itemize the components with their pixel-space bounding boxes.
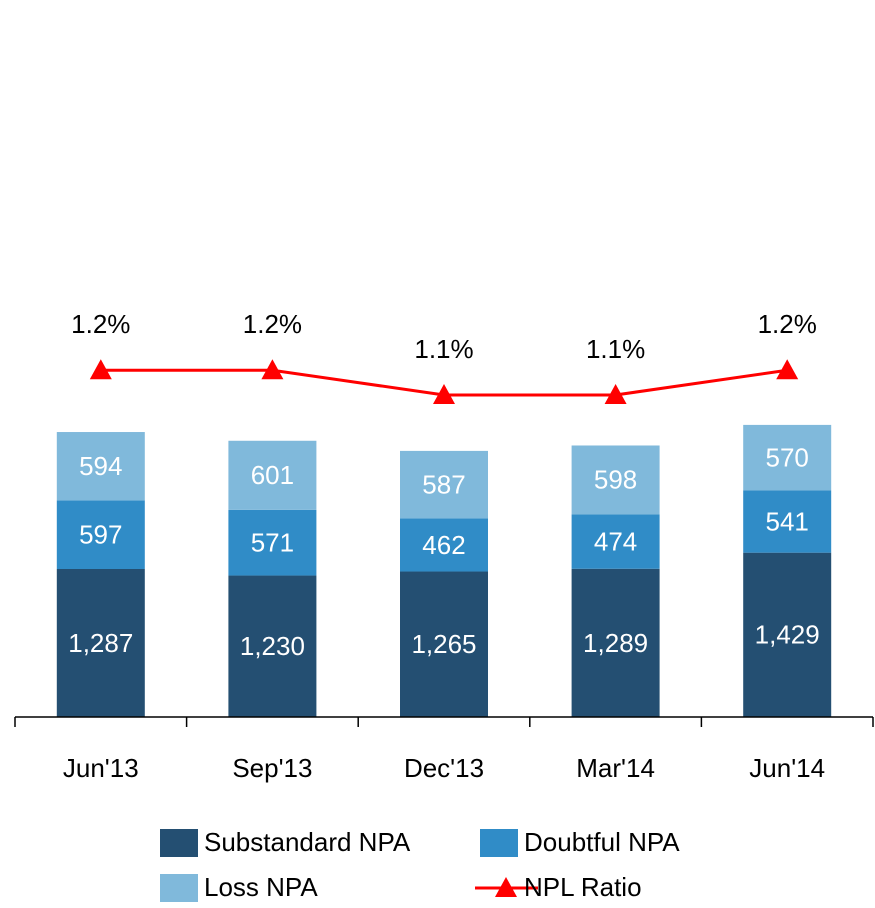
data-label: 1,289 [583,628,648,658]
data-label: 1,429 [755,620,820,650]
bar-segment [228,575,317,717]
bar-segment [56,568,145,717]
bar-segment [400,571,488,717]
bar-segment [400,518,488,572]
line-marker [776,359,799,380]
data-label: 1.1% [586,334,645,364]
bar-segment [743,490,832,553]
legend-swatch [480,829,518,857]
data-label: 541 [766,506,809,536]
data-label: 1,287 [68,628,133,658]
line-marker [604,384,627,404]
data-label: 474 [594,526,637,556]
bar-segment [743,552,832,717]
bar-segment [228,509,317,576]
data-label: 597 [79,520,122,550]
legend-swatch [160,829,198,857]
data-label: 594 [79,451,122,481]
bar-segment [571,514,660,569]
x-tick-label: Dec'13 [404,753,484,783]
legend-label: NPL Ratio [524,872,642,902]
line-marker [433,384,455,404]
legend-marker [495,877,517,897]
data-label: 1.2% [71,309,130,339]
data-label: 1.2% [758,309,817,339]
bar-segment [743,424,832,491]
legend-label: Substandard NPA [204,827,411,857]
data-label: 1,265 [411,629,476,659]
x-tick-label: Jun'13 [63,753,139,783]
bar-segment [400,450,488,519]
data-label: 570 [766,443,809,473]
line-marker [89,359,112,380]
legend-label: Doubtful NPA [524,827,680,857]
bar-segment [571,445,660,515]
data-label: 571 [251,528,294,558]
data-label: 1,230 [240,631,305,661]
legend-label: Loss NPA [204,872,318,902]
x-tick-label: Jun'14 [749,753,825,783]
bar-segment [571,568,660,717]
bar-segment [56,500,145,569]
data-label: 1.1% [414,334,473,364]
bar-segment [56,432,145,501]
legend-swatch [160,874,198,902]
line-marker [261,359,284,380]
data-label: 598 [594,465,637,495]
data-label: 462 [422,530,465,560]
x-tick-label: Mar'14 [576,753,655,783]
bar-segment [228,440,317,510]
x-tick-label: Sep'13 [232,753,312,783]
data-label: 601 [251,460,294,490]
data-label: 1.2% [243,309,302,339]
data-label: 587 [422,470,465,500]
